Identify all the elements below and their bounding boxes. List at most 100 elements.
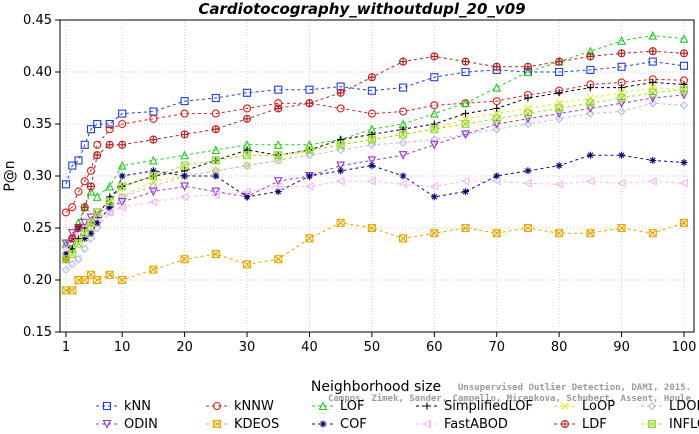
marker-square	[118, 109, 127, 118]
marker-square-x	[74, 275, 83, 285]
marker-star	[212, 172, 220, 180]
credit-line-1: Unsupervised Outlier Detection, DAMI, 20…	[458, 382, 691, 393]
marker-square-x	[80, 275, 89, 285]
marker-star	[274, 188, 282, 196]
marker-triangle	[318, 401, 328, 411]
legend-item-knn: kNN	[96, 399, 151, 414]
legend-item-ldof: LDOF	[641, 399, 699, 414]
marker-circle-plus-cross	[68, 234, 76, 242]
marker-circle-plus-cross	[555, 58, 563, 66]
marker-triangle-left	[554, 179, 564, 189]
marker-triangle-down	[149, 187, 158, 197]
marker-circle-plus-cross	[649, 47, 657, 55]
marker-square-x	[367, 223, 376, 233]
marker-triangle-left	[211, 190, 220, 200]
marker-square-x-cross	[648, 88, 657, 97]
y-tick-label: 0.25	[23, 221, 52, 236]
marker-star	[430, 193, 438, 201]
marker-circle-plus-cross	[368, 73, 376, 81]
marker-square	[61, 180, 71, 189]
marker-square-x	[523, 109, 532, 118]
marker-star	[93, 219, 101, 227]
series-line	[65, 50, 685, 260]
y-tick-label: 0.30	[23, 169, 52, 184]
y-tick-label: 0.35	[23, 117, 52, 132]
legend-item-knnw: kNNW	[206, 399, 274, 414]
series-layer	[61, 30, 689, 295]
legend-item-odin: ODIN	[96, 417, 158, 432]
marker-square-x-cross	[336, 140, 345, 149]
series-line	[65, 180, 685, 250]
marker-square-x	[492, 114, 501, 123]
marker-plus	[106, 193, 114, 201]
series-line	[65, 81, 685, 255]
marker-square-x-cross	[305, 234, 314, 243]
legend-label: SimplifiedLOF	[444, 399, 533, 414]
x-tick-label: 30	[239, 340, 256, 355]
marker-star	[337, 167, 345, 175]
marker-star	[243, 193, 251, 201]
legend-label: LoOP	[582, 399, 615, 414]
marker-circle-plus-cross	[74, 224, 82, 232]
credit-text: Unsupervised Outlier Detection, DAMI, 20…	[328, 382, 692, 404]
marker-square	[617, 62, 626, 71]
marker-diamond	[523, 119, 533, 129]
x-axis-label: Neighborhood size	[311, 379, 441, 395]
marker-square	[74, 156, 83, 165]
series-line	[65, 87, 685, 260]
marker-square-x	[242, 260, 252, 269]
marker-star	[149, 167, 157, 175]
marker-square-x-cross	[336, 218, 345, 227]
series-ldof	[61, 98, 689, 274]
marker-square-x	[242, 151, 252, 160]
marker-triangle-left	[616, 178, 626, 188]
marker-star	[680, 158, 688, 166]
marker-circle	[61, 208, 71, 217]
marker-square-x-cross	[680, 218, 688, 227]
marker-star	[87, 229, 95, 237]
marker-square-x	[74, 239, 83, 248]
marker-square-x	[86, 270, 96, 279]
marker-square-x	[492, 229, 501, 238]
marker-circle	[118, 119, 127, 129]
marker-square-x	[118, 275, 127, 285]
marker-triangle	[461, 98, 470, 108]
marker-square	[430, 73, 439, 82]
marker-triangle	[92, 192, 102, 201]
marker-plus	[586, 84, 594, 92]
marker-triangle-left	[179, 192, 189, 202]
marker-square-x	[68, 249, 77, 259]
legend-label: LDOF	[669, 399, 699, 414]
marker-circle	[212, 401, 222, 411]
marker-circle-plus-cross	[305, 99, 313, 107]
marker-square-x	[305, 145, 314, 155]
marker-triangle-left	[398, 179, 408, 189]
marker-square-x-cross	[213, 420, 221, 428]
marker-triangle-left	[679, 178, 689, 188]
legend-item-cof: COF	[312, 417, 367, 432]
marker-circle	[86, 166, 96, 175]
marker-triangle-down	[398, 151, 408, 160]
marker-square-x-cross	[648, 420, 656, 428]
marker-square-x	[336, 218, 345, 227]
marker-square-x	[617, 93, 626, 103]
marker-circle-plus-cross	[680, 49, 688, 57]
marker-diamond	[242, 161, 252, 170]
marker-square-x	[180, 161, 189, 170]
marker-triangle-down	[117, 197, 127, 207]
marker-square-x-cross	[93, 276, 102, 284]
marker-circle	[367, 109, 376, 118]
marker-circle	[149, 114, 158, 123]
y-axis-label: P@n	[2, 160, 18, 191]
marker-square-x	[93, 208, 102, 217]
marker-square-x-cross	[524, 109, 532, 118]
legend-label: LOF	[340, 399, 365, 414]
marker-plus	[337, 136, 345, 144]
marker-square	[102, 401, 112, 411]
marker-star	[524, 167, 532, 175]
legend-item-ldf: LDF	[554, 417, 607, 432]
marker-triangle-left	[523, 178, 532, 188]
marker-square-x	[149, 171, 158, 181]
series-line	[65, 154, 685, 255]
